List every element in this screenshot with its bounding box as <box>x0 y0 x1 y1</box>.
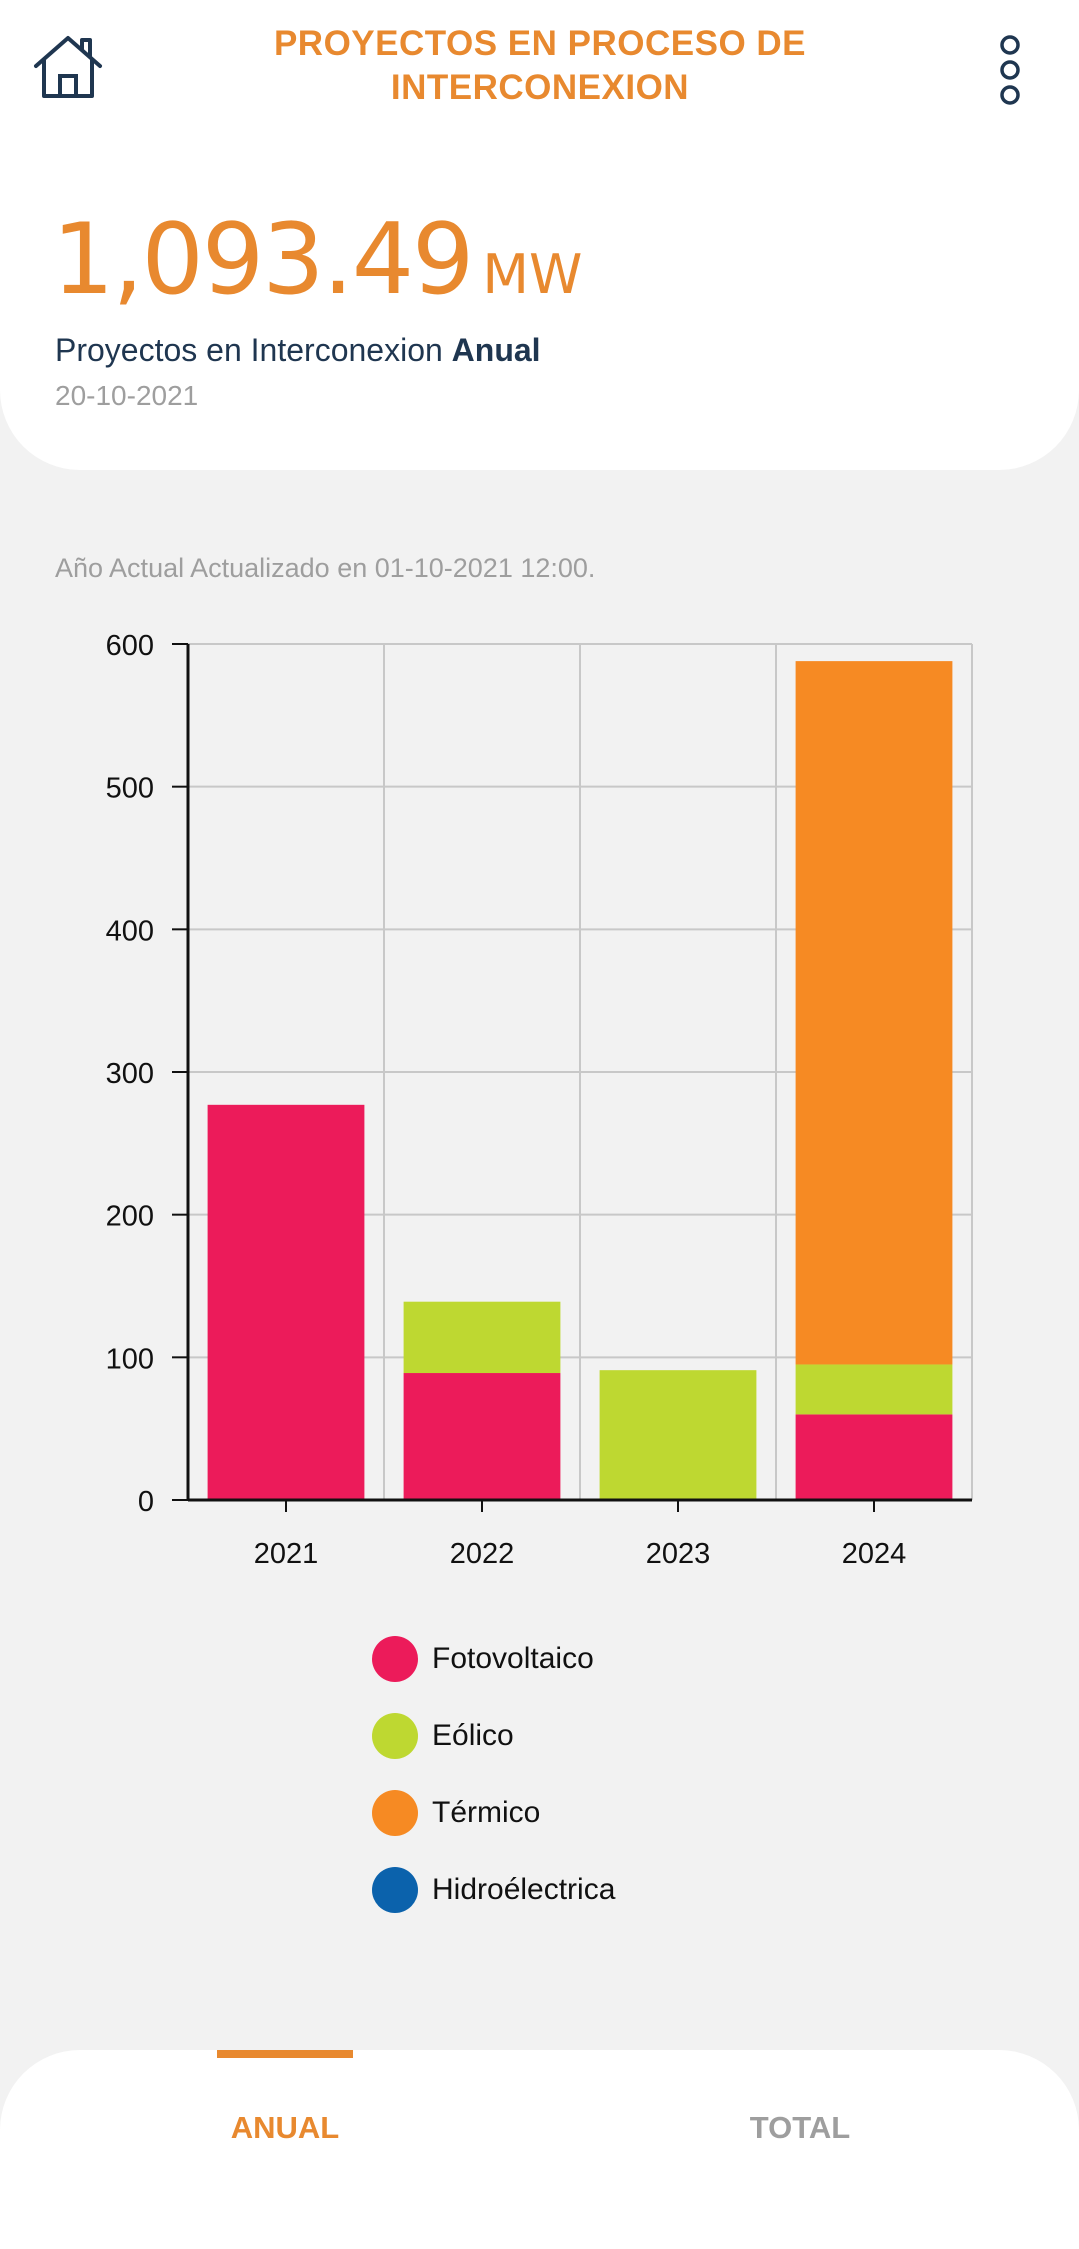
bar-segment <box>403 1301 561 1374</box>
summary-date: 20-10-2021 <box>55 380 199 411</box>
x-tick-label: 2023 <box>646 1538 711 1570</box>
update-notice: Año Actual Actualizado en 01-10-2021 12:… <box>55 553 596 583</box>
x-tick-label: 2024 <box>842 1538 907 1570</box>
capacity-unit: MW <box>482 243 583 306</box>
legend-item: Eólico <box>372 1697 615 1774</box>
bar-segment <box>207 1104 365 1500</box>
y-tick-label: 600 <box>106 630 154 662</box>
legend-swatch <box>372 1866 418 1913</box>
summary-period: Anual <box>451 332 541 368</box>
summary-subtitle: Proyectos en Interconexion Anual <box>55 332 541 369</box>
legend-label: Eólico <box>432 1718 514 1752</box>
bar-segment <box>795 661 953 1365</box>
bar-segment <box>403 1373 561 1500</box>
more-vert-icon <box>1000 35 1020 105</box>
bar-segment <box>795 1414 953 1500</box>
legend-label: Fotovoltaico <box>432 1641 594 1675</box>
home-icon <box>34 36 102 98</box>
tab-anual-label: ANUAL <box>230 2110 340 2145</box>
chart-legend: Fotovoltaico Eólico Térmico Hidroélectrica <box>372 1620 615 1928</box>
tab-anual[interactable]: ANUAL <box>160 2050 410 2249</box>
y-tick-label: 400 <box>106 915 154 947</box>
y-tick-label: 300 <box>106 1058 154 1090</box>
x-tick-label: 2021 <box>254 1538 319 1570</box>
y-tick-label: 100 <box>106 1343 154 1375</box>
legend-item: Térmico <box>372 1774 615 1851</box>
overflow-menu-button[interactable] <box>985 30 1035 110</box>
legend-item: Hidroélectrica <box>372 1851 615 1928</box>
capacity-value: 1,093.49 <box>52 203 474 317</box>
stacked-bar-chart: 0 100 200 300 400 500 600 2021 2022 2023 2024 <box>106 630 973 1570</box>
legend-swatch <box>372 1635 418 1682</box>
total-capacity: 1,093.49 MW <box>52 200 582 320</box>
x-tick-label: 2022 <box>450 1538 515 1570</box>
y-tick-label: 0 <box>138 1486 154 1518</box>
legend-label: Hidroélectrica <box>432 1872 616 1906</box>
bar-segment <box>795 1364 953 1415</box>
page-title: PROYECTOS EN PROCESO DE INTERCONEXION <box>273 24 807 107</box>
legend-item: Fotovoltaico <box>372 1620 615 1697</box>
tab-total[interactable]: TOTAL <box>680 2050 920 2249</box>
legend-swatch <box>372 1712 418 1759</box>
tab-total-label: TOTAL <box>749 2110 851 2145</box>
legend-swatch <box>372 1789 418 1836</box>
home-button[interactable] <box>30 32 106 102</box>
summary-label: Proyectos en Interconexion <box>55 332 443 368</box>
bottom-tab-bar: ANUAL TOTAL <box>0 2050 1079 2249</box>
y-tick-label: 200 <box>106 1201 154 1233</box>
bar-segment <box>599 1370 757 1500</box>
active-tab-indicator <box>217 2050 353 2058</box>
legend-label: Térmico <box>432 1795 541 1829</box>
y-tick-label: 500 <box>106 773 154 805</box>
summary-card: PROYECTOS EN PROCESO DE INTERCONEXION 1,… <box>0 0 1079 470</box>
